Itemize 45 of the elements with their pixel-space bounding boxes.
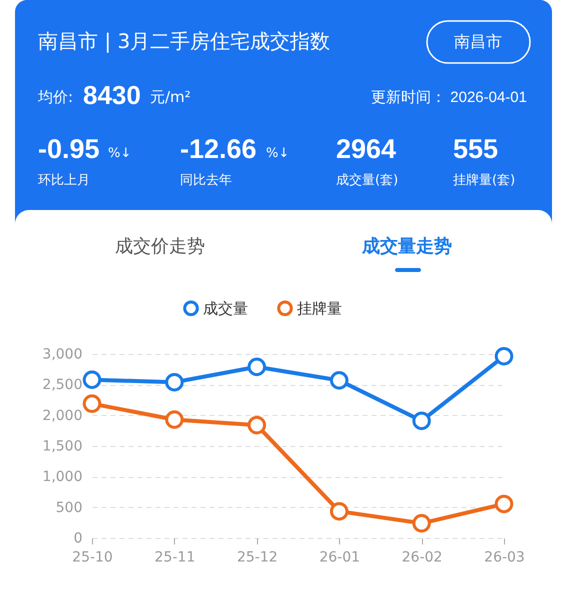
x-tick-label: 26-01 [319,550,360,566]
text: -12.66 [180,134,257,164]
text: 挂牌量(套) [453,173,516,188]
text: 均价: [37,88,74,106]
y-tick-label: 0 [74,530,82,546]
point [330,371,348,390]
point [412,514,431,533]
point [248,358,266,376]
point [330,502,348,521]
chart-title: 南昌市 | 3月二手房住宅成交指数 [38,29,330,53]
text: 成交量(套) [336,172,398,188]
text: 元/m² [150,88,191,106]
text: -0.95 [38,134,100,164]
point [82,370,102,389]
x-tick-label: 26-02 [402,550,442,566]
text: 8430 [83,80,141,110]
y-tick-label: 2,000 [42,408,82,424]
text: %↓ [108,146,132,161]
y-tick-label: 500 [56,500,82,516]
text: 环比上月 [38,173,90,188]
point [412,412,431,430]
y-tick-label: 1,500 [42,438,82,454]
point [165,372,184,392]
x-tick-label: 26-03 [484,550,525,566]
x-tick-label: 25-11 [154,550,196,566]
point [165,410,184,429]
point [82,394,102,413]
text: 成交价走势 [115,236,205,257]
text: 成交量走势 [361,236,452,257]
x-tick-label: 25-12 [236,550,278,566]
legend-label: 挂牌量 [297,299,342,318]
text: 555 [453,134,498,164]
point [494,346,514,366]
y-tick-label: 1,000 [42,469,82,486]
y-tick-label: 2,500 [42,377,82,394]
legend-label: 成交量 [203,299,248,318]
y-tick-label: 3,000 [42,346,82,362]
text: 南昌市 [454,32,502,51]
text: %↓ [266,146,290,161]
point [494,494,514,514]
text: 更新时间： 2026-04-01 [371,89,527,106]
text: 同比去年 [180,173,232,188]
text: 2964 [336,134,396,164]
x-tick-label: 25-10 [72,550,113,566]
point [248,416,266,434]
